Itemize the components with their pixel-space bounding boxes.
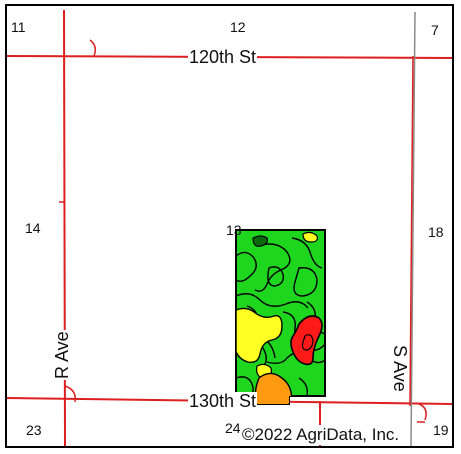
section-number-19: 19 — [433, 422, 449, 438]
soil-contour — [293, 267, 318, 297]
road-label-130th-st: 130th St — [188, 391, 258, 411]
section-number-11: 11 — [11, 19, 26, 35]
section-number-23: 23 — [26, 422, 42, 438]
section-number-7: 7 — [431, 22, 439, 38]
section-number-12: 12 — [230, 19, 246, 35]
road-label-120th-st: 120th St — [188, 47, 258, 67]
soil-contour — [236, 293, 309, 309]
road-s-ave-red — [409, 55, 414, 407]
section-number-13: 13 — [226, 222, 242, 238]
soil-contour — [236, 251, 257, 283]
soil-contour — [298, 377, 309, 397]
map-canvas[interactable] — [7, 6, 452, 446]
soil-contour — [267, 266, 285, 287]
road-label-r-ave: R Ave — [52, 330, 72, 380]
road-curve-se — [418, 403, 427, 421]
soil-yellow-spot-top — [302, 231, 318, 243]
soil-red-inner — [301, 334, 314, 351]
section-number-14: 14 — [25, 220, 41, 236]
copyright-notice: ©2022 AgriData, Inc. — [240, 425, 402, 445]
road-spur-north — [89, 39, 97, 57]
section-number-24: 24 — [225, 420, 241, 436]
road-label-s-ave: S Ave — [390, 344, 410, 393]
soil-dark-spot — [252, 235, 268, 247]
soil-yellow-region — [236, 307, 283, 364]
road-r-ave — [63, 9, 66, 446]
soil-contour — [291, 237, 323, 269]
map-frame[interactable]: 11 12 7 14 13 18 23 24 19 120th St 130th… — [5, 4, 454, 448]
section-number-18: 18 — [428, 224, 444, 240]
road-s-ave-gray — [410, 11, 416, 446]
soil-field[interactable] — [235, 229, 326, 406]
road-curve-sw — [64, 385, 77, 403]
soil-red-region — [290, 315, 323, 366]
